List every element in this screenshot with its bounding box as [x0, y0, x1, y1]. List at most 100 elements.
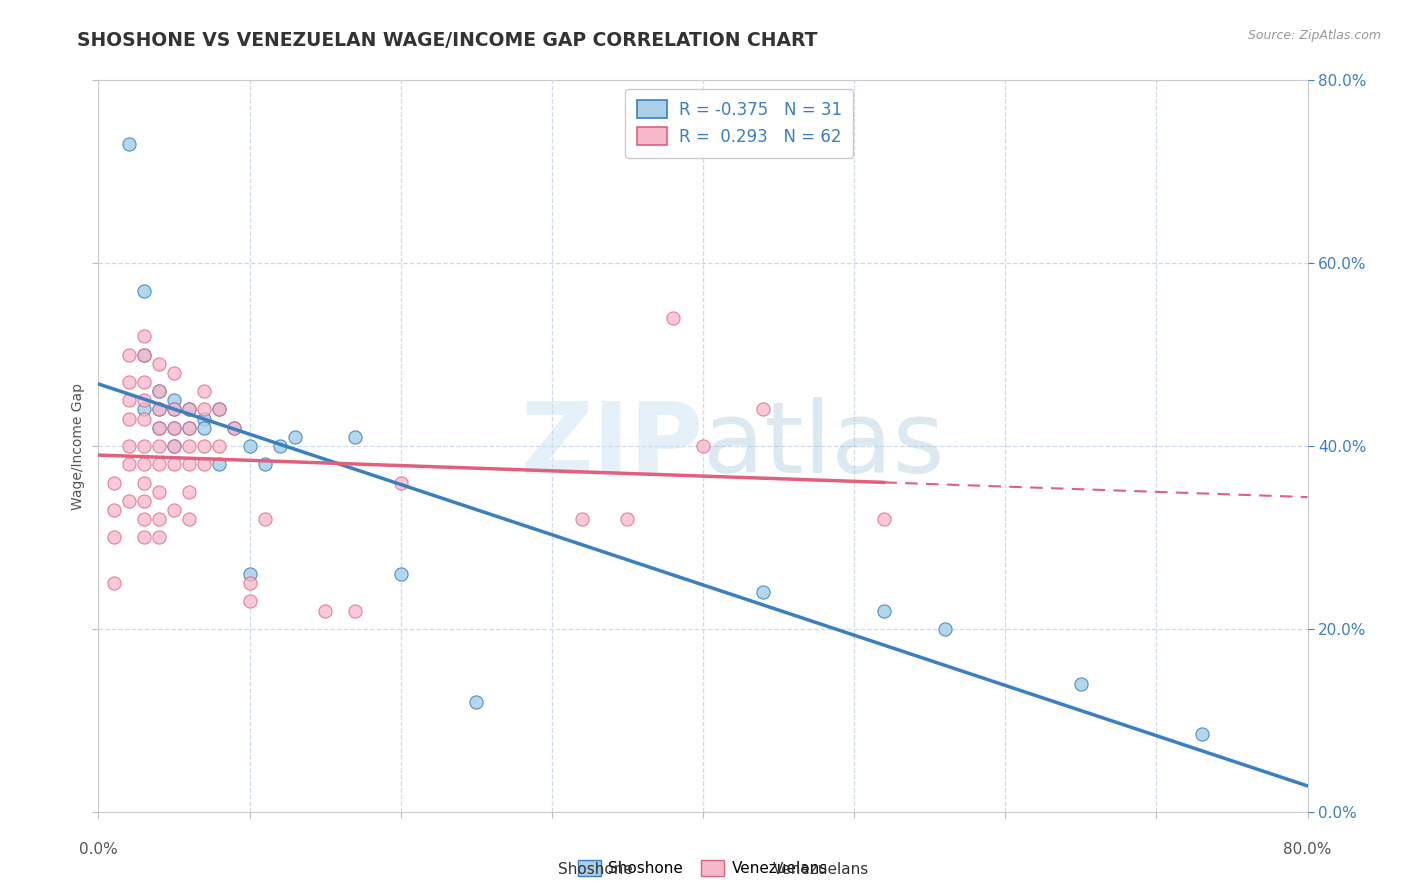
Text: ZIP: ZIP — [520, 398, 703, 494]
Point — [163, 421, 186, 435]
Text: Venezuelans: Venezuelans — [773, 863, 869, 877]
Point — [314, 603, 336, 617]
Point — [163, 402, 186, 417]
Point — [389, 475, 412, 490]
Text: Source: ZipAtlas.com: Source: ZipAtlas.com — [1247, 29, 1381, 42]
Point — [148, 384, 170, 398]
Point — [118, 375, 141, 389]
Point — [132, 329, 155, 343]
Point — [118, 411, 141, 425]
Y-axis label: Wage/Income Gap: Wage/Income Gap — [70, 383, 84, 509]
Point — [132, 375, 155, 389]
Point — [163, 439, 186, 453]
Point — [148, 512, 170, 526]
Point — [163, 421, 186, 435]
Point — [132, 494, 155, 508]
Point — [132, 411, 155, 425]
Text: SHOSHONE VS VENEZUELAN WAGE/INCOME GAP CORRELATION CHART: SHOSHONE VS VENEZUELAN WAGE/INCOME GAP C… — [77, 31, 818, 50]
Point — [208, 402, 231, 417]
Point — [873, 512, 896, 526]
Point — [148, 457, 170, 471]
Point — [163, 503, 186, 517]
Point — [208, 402, 231, 417]
Point — [148, 402, 170, 417]
Point — [132, 457, 155, 471]
Point — [193, 439, 215, 453]
Point — [103, 503, 125, 517]
Point — [148, 421, 170, 435]
Point — [239, 439, 262, 453]
Point — [208, 457, 231, 471]
Point — [179, 402, 201, 417]
Point — [465, 695, 488, 709]
Point — [148, 357, 170, 371]
Point — [269, 439, 291, 453]
Point — [118, 494, 141, 508]
Point — [163, 402, 186, 417]
Point — [179, 421, 201, 435]
Point — [224, 421, 246, 435]
Point — [752, 585, 775, 599]
Point — [179, 402, 201, 417]
Point — [118, 439, 141, 453]
Point — [132, 393, 155, 408]
Point — [224, 421, 246, 435]
Point — [389, 567, 412, 582]
Point — [118, 393, 141, 408]
Point — [163, 439, 186, 453]
Point — [179, 439, 201, 453]
Point — [103, 576, 125, 591]
Point — [132, 347, 155, 362]
Text: Shoshone: Shoshone — [558, 863, 633, 877]
Point — [661, 310, 683, 325]
Point — [179, 484, 201, 499]
Point — [616, 512, 638, 526]
Point — [692, 439, 714, 453]
Point — [148, 484, 170, 499]
Point — [132, 512, 155, 526]
Text: 0.0%: 0.0% — [79, 842, 118, 857]
Point — [344, 603, 367, 617]
Point — [148, 530, 170, 544]
Text: atlas: atlas — [703, 398, 945, 494]
Point — [163, 366, 186, 380]
Point — [571, 512, 593, 526]
Point — [239, 576, 262, 591]
Point — [103, 475, 125, 490]
Point — [148, 421, 170, 435]
Point — [118, 137, 141, 152]
Point — [132, 402, 155, 417]
Point — [148, 384, 170, 398]
Point — [284, 430, 307, 444]
Point — [132, 284, 155, 298]
Point — [193, 384, 215, 398]
Point — [179, 512, 201, 526]
Point — [132, 530, 155, 544]
Point — [193, 402, 215, 417]
Point — [193, 421, 215, 435]
Point — [193, 457, 215, 471]
Point — [752, 402, 775, 417]
Point — [163, 393, 186, 408]
Point — [179, 457, 201, 471]
Point — [148, 402, 170, 417]
Legend: R = -0.375   N = 31, R =  0.293   N = 62: R = -0.375 N = 31, R = 0.293 N = 62 — [626, 88, 853, 158]
Point — [239, 567, 262, 582]
Point — [148, 439, 170, 453]
Point — [118, 347, 141, 362]
Point — [132, 475, 155, 490]
Point — [132, 347, 155, 362]
Point — [1070, 676, 1092, 690]
Point — [344, 430, 367, 444]
Point — [253, 457, 276, 471]
Point — [253, 512, 276, 526]
Point — [179, 421, 201, 435]
Point — [239, 594, 262, 608]
Legend: Shoshone, Venezuelans: Shoshone, Venezuelans — [572, 854, 834, 882]
Text: 80.0%: 80.0% — [1284, 842, 1331, 857]
Point — [873, 603, 896, 617]
Point — [208, 439, 231, 453]
Point — [934, 622, 956, 636]
Point — [1191, 727, 1213, 741]
Point — [163, 457, 186, 471]
